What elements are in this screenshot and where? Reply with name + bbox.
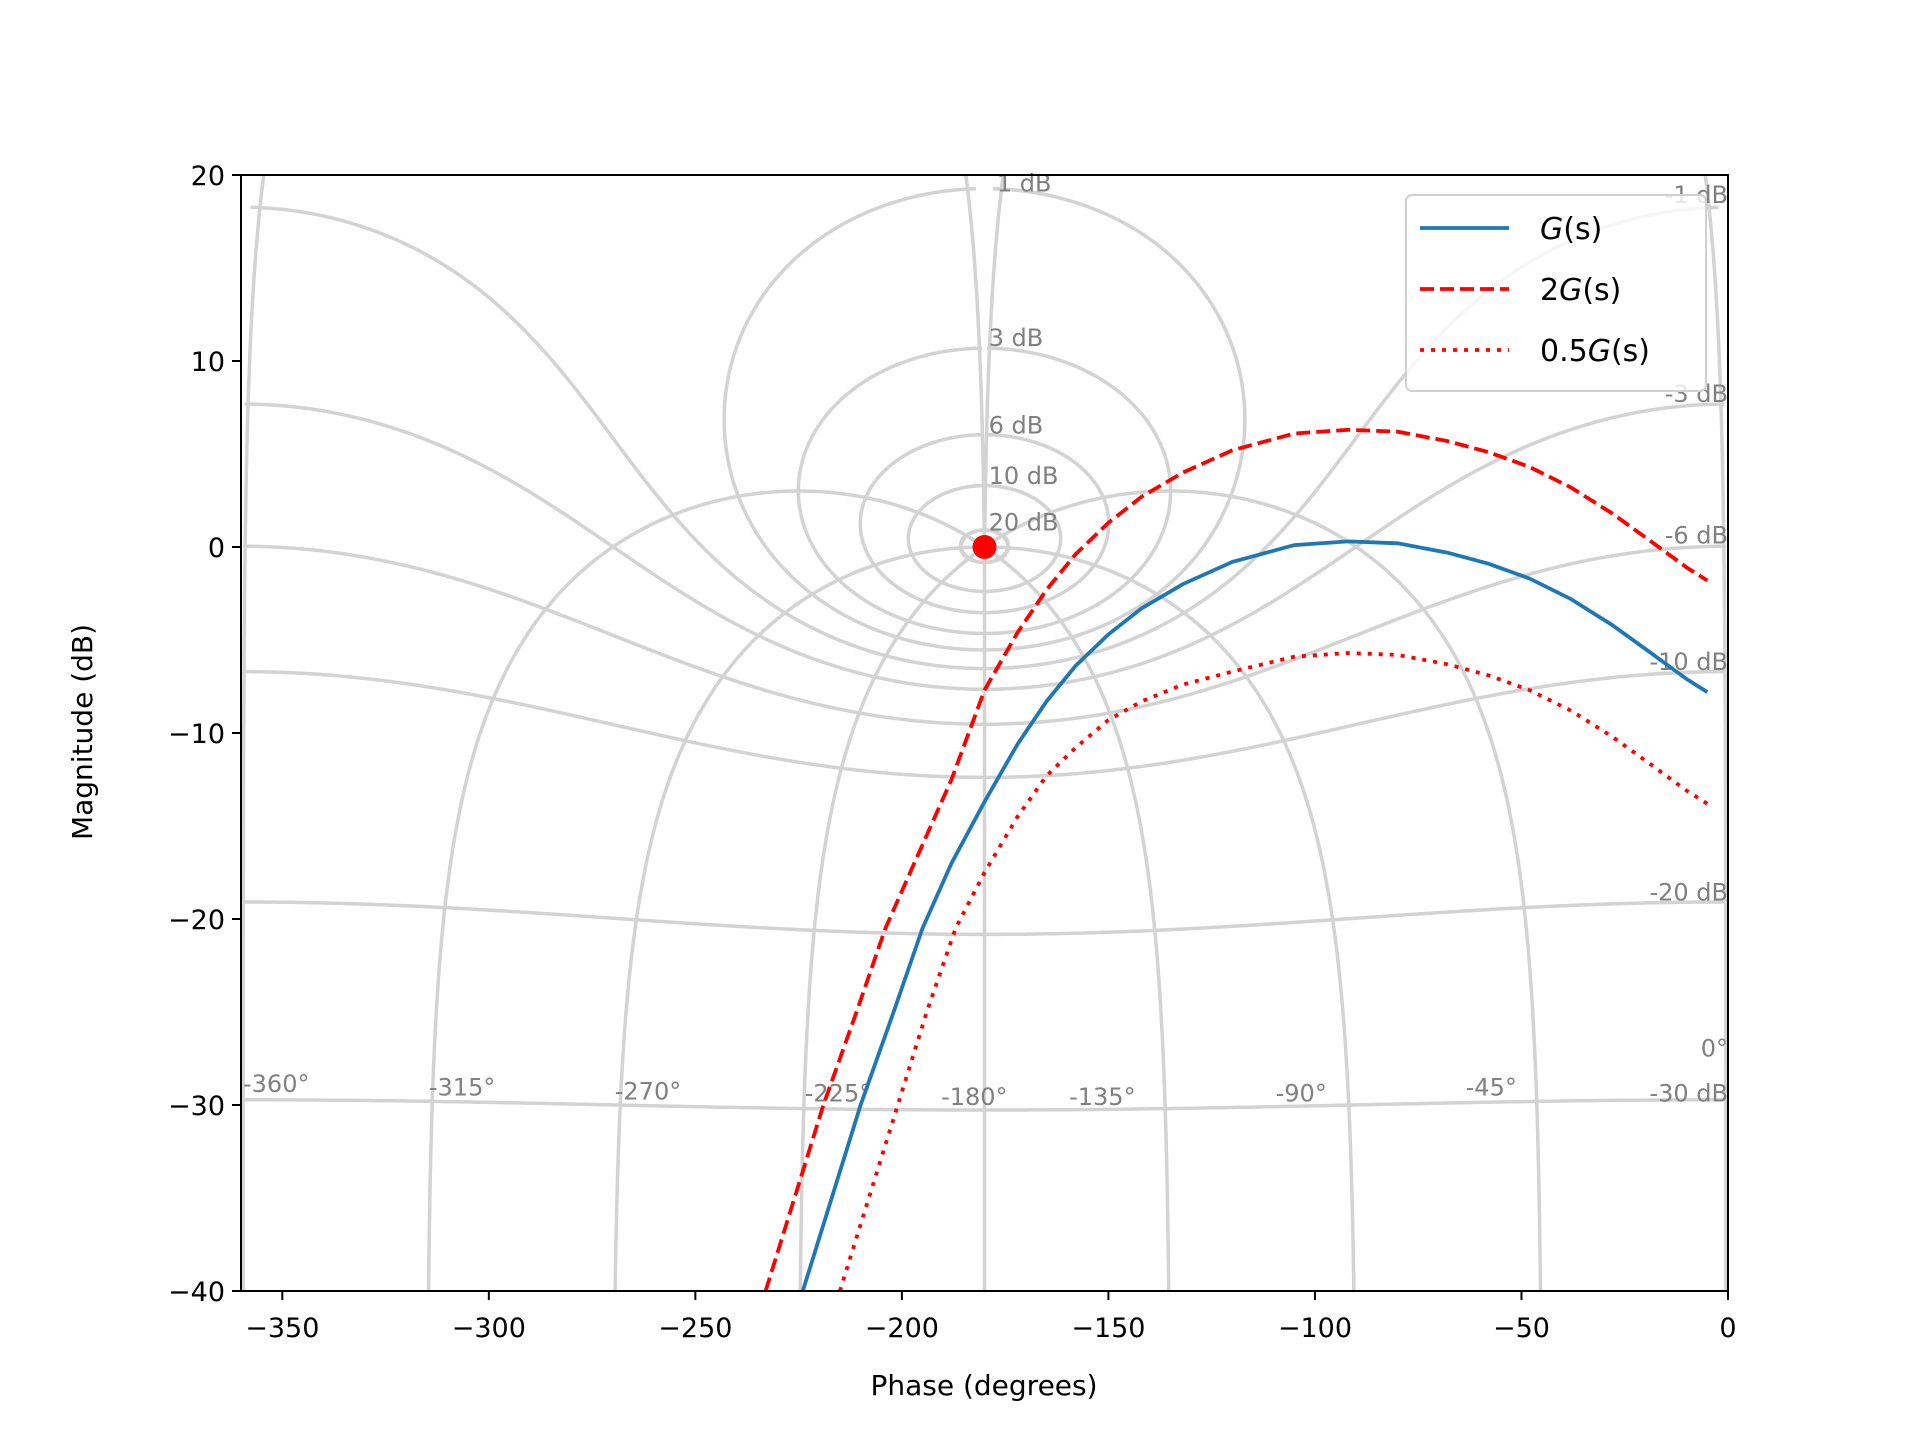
grid-magnitude-label: -6 dB [1665, 521, 1728, 549]
y-tick-label: −40 [168, 1277, 225, 1308]
grid-phase-contour [982, 545, 1171, 1291]
grid-magnitude-label: 3 dB [989, 324, 1044, 352]
x-axis-ticks: −350 −300 −250 −200 −150 −100 −50 0 [245, 1291, 1737, 1344]
series-line-1 [763, 427, 1709, 1291]
grid-phase-contour [613, 545, 985, 1291]
y-axis-label: Magnitude (dB) [66, 624, 99, 840]
x-tick-label: −150 [1071, 1313, 1145, 1344]
grid-phase-contour [798, 545, 987, 1291]
y-tick-label: 10 [191, 347, 225, 378]
legend-label-2: 0.5G(s) [1540, 334, 1650, 369]
x-axis-label: Phase (degrees) [870, 1369, 1097, 1402]
legend-text-part: 2 [1540, 273, 1559, 308]
grid-phase-label: 0° [1701, 1035, 1728, 1063]
legend-frame [1405, 194, 1707, 392]
series-group [763, 427, 1709, 1291]
legend-text-part: G [1559, 273, 1582, 308]
grid-magnitude-label: 1 dB [997, 170, 1052, 198]
grid-magnitude-label: 10 dB [989, 462, 1059, 490]
legend-text-part: (s) [1582, 273, 1621, 308]
legend-text-part: G [1540, 212, 1563, 247]
y-tick-label: −10 [168, 719, 225, 750]
grid-magnitude-label: -20 dB [1649, 878, 1728, 906]
grid-phase-label: -360° [243, 1070, 309, 1098]
grid-phase-label: -270° [615, 1077, 681, 1105]
legend-text-part: (s) [1611, 334, 1650, 369]
legend-text-part: G [1588, 334, 1611, 369]
x-tick-label: −300 [452, 1313, 526, 1344]
legend: G(s)2G(s)0.5G(s) [1405, 194, 1707, 392]
critical-point-marker [972, 535, 997, 559]
y-tick-label: −30 [168, 1091, 225, 1122]
grid-phase-label: -135° [1069, 1083, 1135, 1111]
x-tick-label: −200 [865, 1313, 939, 1344]
grid-phase-label: -45° [1466, 1074, 1517, 1102]
series-line-2 [838, 651, 1709, 1291]
grid-phase-contour [982, 175, 1728, 1291]
legend-text-part: 0.5 [1540, 334, 1588, 369]
grid-magnitude-label: 20 dB [989, 508, 1059, 536]
y-tick-label: 20 [191, 161, 225, 192]
y-axis-ticks: −40 −30 −20 −10 0 10 20 [168, 161, 241, 1308]
x-tick-label: −50 [1493, 1313, 1550, 1344]
x-tick-label: 0 [1719, 1313, 1736, 1344]
grid-phase-contour [984, 545, 1356, 1291]
grid-phase-label: -90° [1276, 1079, 1327, 1107]
grid-magnitude-label: -30 dB [1649, 1079, 1728, 1107]
x-tick-label: −250 [658, 1313, 732, 1344]
x-tick-label: −350 [245, 1313, 319, 1344]
legend-label-1: 2G(s) [1540, 273, 1621, 308]
series-line-0 [800, 539, 1709, 1291]
grid-phase-contour [426, 489, 987, 1291]
grid-magnitude-label: 6 dB [989, 412, 1044, 440]
y-tick-label: −20 [168, 905, 225, 936]
grid-phase-label: -315° [429, 1074, 495, 1102]
grid-phase-label: -180° [941, 1083, 1007, 1111]
y-tick-label: 0 [208, 533, 225, 564]
x-tick-label: −100 [1278, 1313, 1352, 1344]
legend-text-part: (s) [1563, 212, 1602, 247]
legend-label-0: G(s) [1540, 212, 1602, 247]
